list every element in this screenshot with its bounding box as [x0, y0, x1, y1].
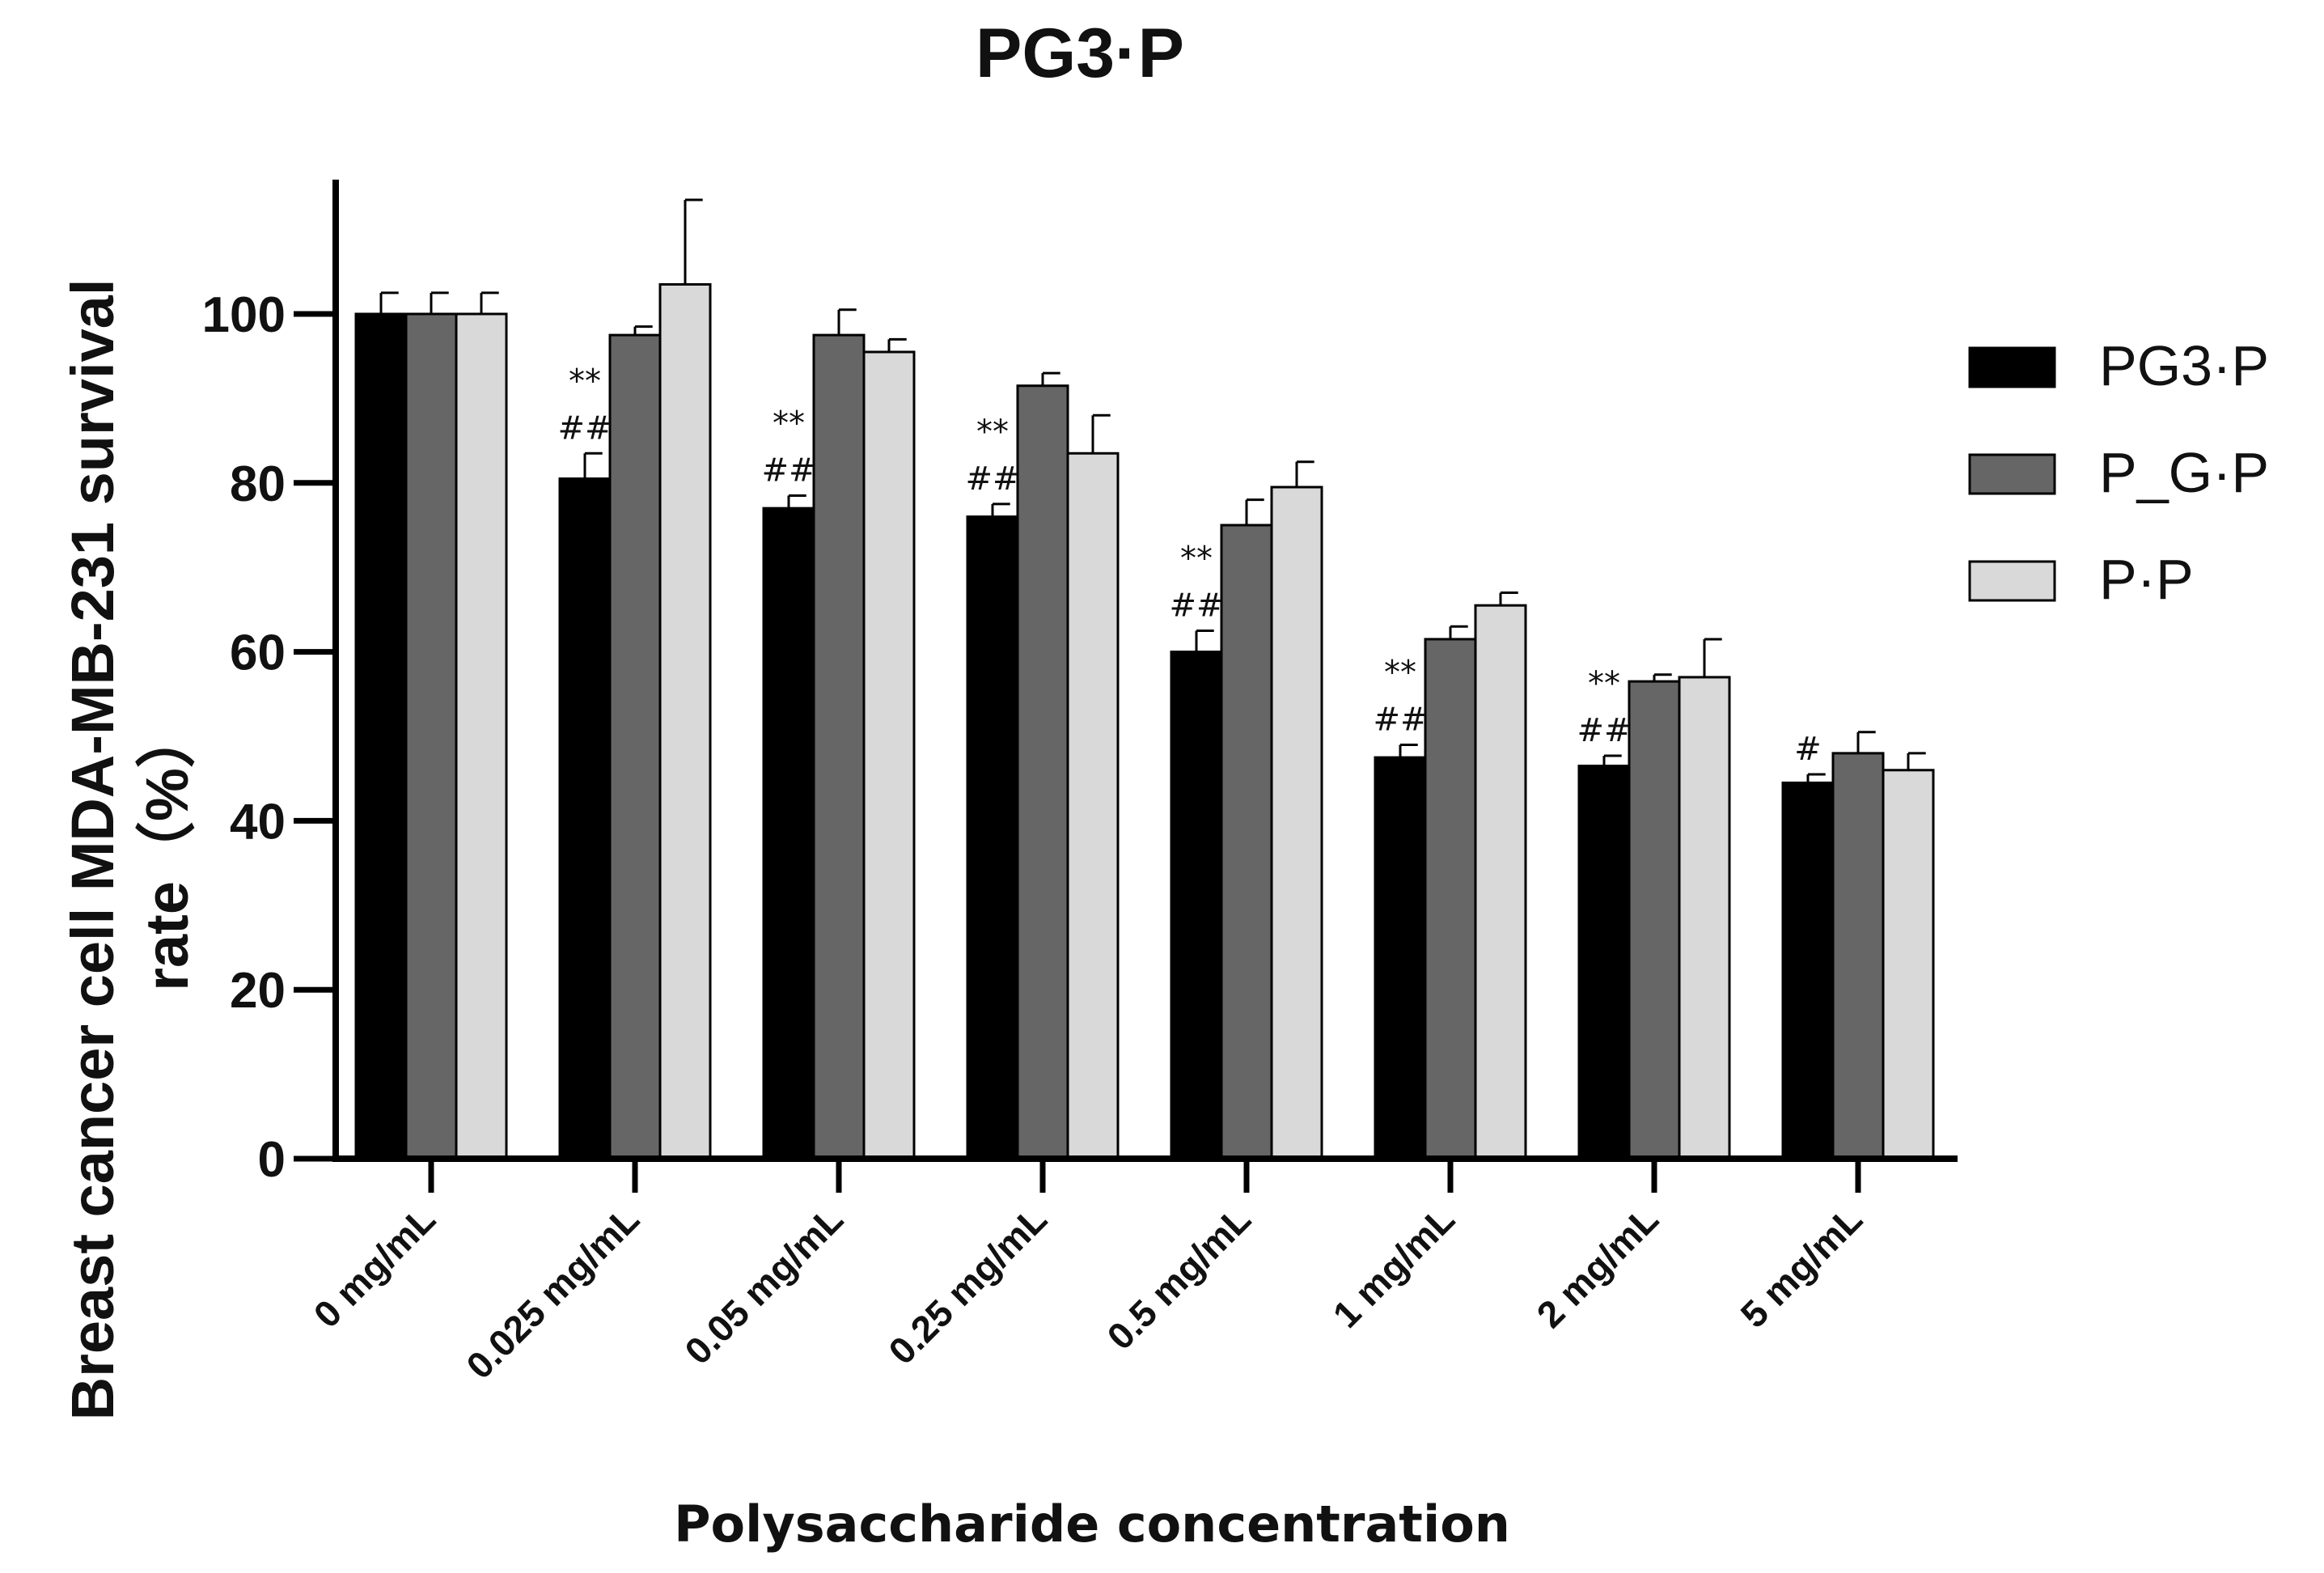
significance-label: ## [761, 452, 815, 489]
significance-label: # [1794, 731, 1822, 768]
bar [1016, 384, 1069, 1160]
significance-label: ** [976, 413, 1009, 451]
y-tick-label: 20 [230, 963, 286, 1019]
x-tick-label: 0.05 mg/mL [676, 1198, 851, 1372]
bar [1220, 524, 1273, 1160]
y-tick-label: 0 [258, 1132, 286, 1188]
bar [1628, 680, 1681, 1160]
bar [862, 350, 916, 1160]
significance-label: ** [1588, 665, 1620, 702]
legend-swatch [1968, 453, 2056, 495]
x-tick-label: 2 mg/mL [1529, 1198, 1667, 1336]
legend-swatch [1968, 346, 2056, 388]
x-tick-label: 5 mg/mL [1733, 1198, 1871, 1336]
x-tick-label: 0.5 mg/mL [1099, 1198, 1259, 1358]
bar [658, 282, 712, 1160]
plot-area: 0 20 40 60 80 100 0 mg/mL 0.025 mg/mL 0.05 mg/mL… [202, 180, 1958, 1387]
bar [812, 333, 866, 1160]
bar [404, 312, 458, 1160]
bar [1066, 452, 1120, 1160]
y-tick-label: 100 [202, 287, 286, 343]
bar [354, 312, 408, 1160]
bar [1678, 676, 1731, 1160]
x-tick-label: 0 mg/mL [306, 1198, 444, 1336]
bar [1781, 781, 1835, 1160]
significance-label: ** [773, 405, 805, 442]
significance-label: ## [1373, 701, 1427, 738]
bar [966, 515, 1019, 1160]
legend: PG3·P P_G·P P·P [1968, 334, 2269, 611]
legend-swatch [1968, 560, 2056, 602]
bar [762, 507, 815, 1160]
y-axis-label: Breast cancer cell MDA-MB-231 survival r… [59, 279, 201, 1421]
x-tick-label: 0.025 mg/mL [458, 1198, 647, 1387]
legend-label: P·P [2099, 548, 2194, 611]
y-tick-label: 80 [230, 456, 286, 512]
bar [1882, 769, 1935, 1160]
significance-label: ## [557, 409, 612, 447]
bar [1424, 638, 1477, 1160]
x-tick-label: 1 mg/mL [1325, 1198, 1463, 1336]
y-axis-label-line2: rate（%） [133, 708, 201, 991]
bar [608, 333, 662, 1160]
bar [455, 312, 508, 1160]
legend-label: PG3·P [2099, 334, 2269, 397]
bar [1577, 765, 1631, 1160]
significance-label: ** [1384, 654, 1416, 691]
bar [1170, 651, 1223, 1160]
legend-label: P_G·P [2099, 441, 2269, 504]
y-tick-label: 40 [230, 794, 286, 850]
bar [1374, 756, 1427, 1160]
significance-label: ** [1180, 541, 1213, 578]
bar [1474, 604, 1527, 1160]
significance-label: ## [1169, 587, 1223, 625]
significance-label: ## [965, 460, 1019, 498]
significance-label: ## [1577, 712, 1631, 749]
y-axis-label-line1: Breast cancer cell MDA-MB-231 survival [59, 279, 126, 1421]
significance-label: ** [569, 363, 601, 400]
bar [558, 477, 612, 1160]
bar [1270, 485, 1323, 1160]
x-axis-label: Polysaccharide concentration [674, 1495, 1510, 1554]
bar [1831, 752, 1885, 1160]
chart-title: PG3·P [976, 15, 1184, 92]
x-tick-label: 0.25 mg/mL [880, 1198, 1055, 1372]
y-tick-label: 60 [230, 625, 286, 681]
